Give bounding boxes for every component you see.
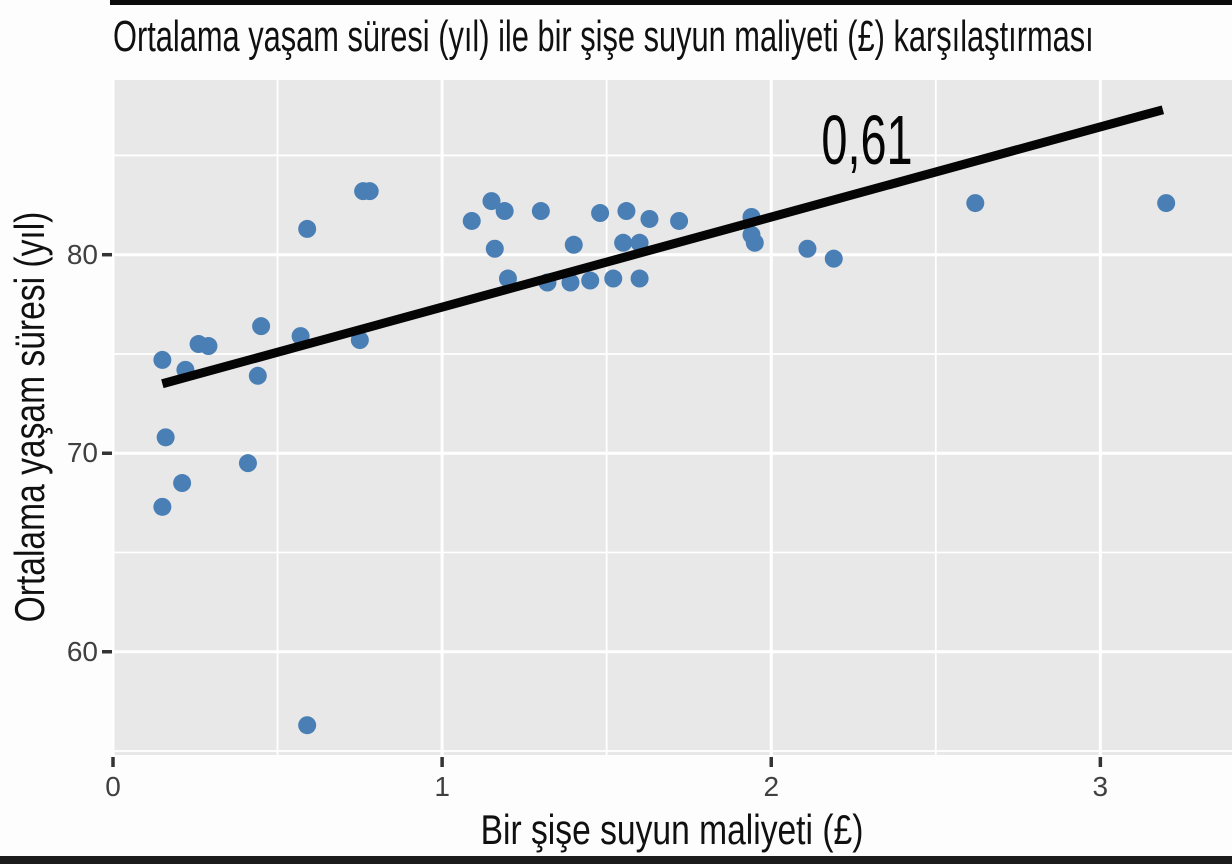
data-point	[614, 233, 633, 252]
data-point	[640, 209, 659, 228]
y-tick-label: 80	[66, 238, 98, 270]
data-point	[561, 273, 580, 292]
data-point	[630, 269, 649, 288]
data-point	[798, 239, 817, 258]
data-point	[591, 204, 610, 223]
data-point	[156, 428, 175, 447]
panel-background	[113, 80, 1232, 755]
data-point	[298, 219, 317, 238]
trend-line	[161, 105, 1165, 389]
data-point	[564, 235, 583, 254]
torn-edge-bottom	[0, 856, 1232, 864]
data-point	[252, 317, 271, 336]
data-point	[531, 202, 550, 221]
x-axis-label: Bir şişe suyun maliyeti (£)	[480, 806, 864, 853]
data-point	[670, 211, 689, 230]
data-point	[360, 182, 379, 201]
x-tick-label: 0	[105, 771, 121, 802]
data-point	[604, 269, 623, 288]
x-tick-label: 1	[434, 771, 450, 802]
data-point	[485, 239, 504, 258]
data-point	[617, 202, 636, 221]
data-point	[248, 366, 267, 385]
x-tick-label: 3	[1092, 771, 1109, 802]
y-axis-label: Ortalama yaşam süresi (yıl)	[6, 211, 53, 623]
data-point	[1157, 194, 1176, 213]
chart-title: Ortalama yaşam süresi (yıl) ile bir şişe…	[113, 12, 1094, 61]
data-point	[498, 269, 517, 288]
data-point	[824, 249, 843, 268]
data-point	[462, 211, 481, 230]
data-point	[482, 192, 501, 211]
x-tick-label: 2	[763, 771, 780, 802]
data-point	[153, 497, 172, 516]
y-tick-label: 70	[66, 437, 98, 469]
data-point	[298, 716, 317, 735]
data-point	[745, 233, 764, 252]
data-point	[581, 271, 600, 290]
data-point	[495, 202, 514, 221]
data-point	[153, 350, 172, 369]
y-tick-label: 60	[66, 635, 98, 667]
torn-edge-top	[110, 0, 1232, 5]
correlation-annotation: 0,61	[821, 100, 913, 179]
data-point	[238, 454, 257, 473]
data-point	[199, 337, 218, 356]
data-point	[966, 194, 985, 213]
data-point	[173, 474, 192, 493]
